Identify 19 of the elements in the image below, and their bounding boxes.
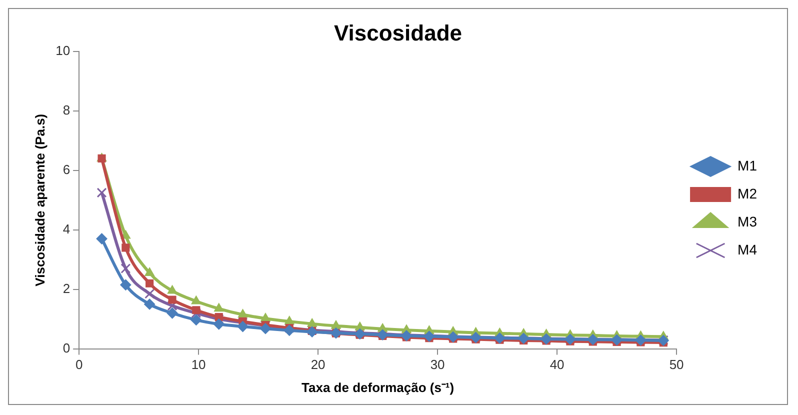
x-tick-label: 20 (310, 357, 326, 372)
legend-label: M2 (738, 185, 758, 202)
y-tick-label: 8 (62, 102, 70, 118)
legend-label: M4 (738, 241, 758, 258)
y-tick-label: 2 (62, 280, 70, 296)
y-axis-title: Viscosidade aparente (Pa.s) (32, 114, 48, 286)
x-tick-label: 10 (191, 357, 206, 372)
chart-title: Viscosidade (334, 20, 462, 46)
legend-label: M3 (738, 213, 758, 230)
x-tick-label: 50 (669, 357, 684, 372)
x-tick-label: 0 (75, 357, 83, 372)
x-axis-title: Taxa de deformação (s⁻¹) (302, 380, 454, 395)
x-tick-label: 40 (550, 357, 564, 372)
y-tick-label: 0 (62, 340, 70, 356)
y-tick-label: 10 (56, 42, 70, 58)
y-tick-label: 6 (62, 162, 70, 177)
x-tick-label: 30 (430, 357, 445, 372)
legend-label: M1 (738, 157, 758, 174)
y-tick-label: 4 (62, 221, 70, 236)
